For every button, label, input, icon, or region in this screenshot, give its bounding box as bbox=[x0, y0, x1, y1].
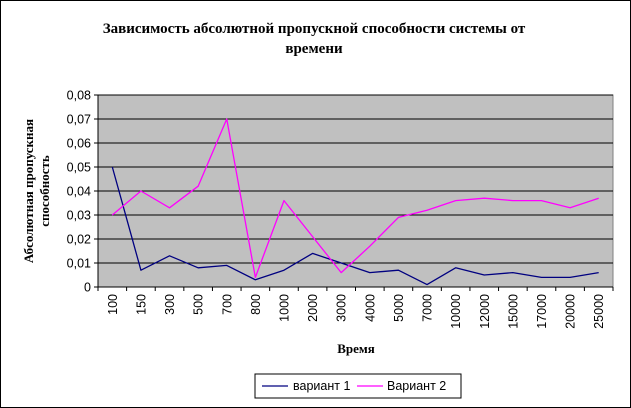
y-axis-label-line-2: способность bbox=[37, 155, 52, 227]
y-tick-label: 0,02 bbox=[67, 233, 91, 247]
legend-label-series-1: вариант 1 bbox=[293, 379, 350, 393]
series-line-2 bbox=[111, 118, 599, 279]
x-tick-label: 100 bbox=[106, 294, 120, 315]
x-tick-label: 20000 bbox=[564, 294, 578, 329]
x-tick-label: 500 bbox=[192, 294, 206, 315]
y-tick-label: 0 bbox=[84, 281, 91, 295]
x-axis-label: Время bbox=[337, 341, 375, 356]
x-tick-label: 15000 bbox=[506, 294, 520, 329]
x-tick-label: 300 bbox=[163, 294, 177, 315]
x-tick-label: 5000 bbox=[392, 294, 406, 322]
y-tick-label: 0,04 bbox=[67, 185, 91, 199]
chart-title-line-1: Зависимость абсолютной пропускной способ… bbox=[103, 21, 526, 37]
x-tick-label: 10000 bbox=[449, 294, 463, 329]
y-tick-label: 0,06 bbox=[67, 137, 91, 151]
x-tick-label: 2000 bbox=[306, 294, 320, 322]
series-lines bbox=[111, 118, 599, 286]
legend-label-series-2: Вариант 2 bbox=[387, 379, 446, 393]
series-line-1 bbox=[111, 166, 599, 286]
y-tick-label: 0,03 bbox=[67, 209, 91, 223]
x-tick-label: 1000 bbox=[277, 294, 291, 322]
y-tick-label: 0,05 bbox=[67, 161, 91, 175]
chart-title-line-2: времени bbox=[285, 41, 343, 57]
x-tick-label: 7000 bbox=[421, 294, 435, 322]
y-tick-label: 0,08 bbox=[67, 89, 91, 103]
x-tick-label: 17000 bbox=[535, 294, 549, 329]
x-tick-label: 700 bbox=[220, 294, 234, 315]
y-tick-label: 0,07 bbox=[67, 113, 91, 127]
y-axis-ticks: 0 0,01 0,02 0,03 0,04 0,05 0,06 0,07 0,08 bbox=[67, 89, 613, 295]
y-axis-label-line-1: Абсолютная пропускная bbox=[21, 119, 36, 263]
gridlines bbox=[98, 94, 613, 288]
x-tick-label: 150 bbox=[134, 294, 148, 315]
x-tick-label: 4000 bbox=[363, 294, 377, 322]
legend: вариант 1 Вариант 2 bbox=[254, 373, 462, 399]
y-tick-label: 0,01 bbox=[67, 257, 91, 271]
x-axis-ticks: 100 150 300 500 700 800 1000 2000 3000 4000 5000 70… bbox=[97, 287, 614, 329]
x-tick-label: 25000 bbox=[592, 294, 606, 329]
x-tick-label: 800 bbox=[249, 294, 263, 315]
x-tick-label: 12000 bbox=[478, 294, 492, 329]
x-tick-label: 3000 bbox=[335, 294, 349, 322]
